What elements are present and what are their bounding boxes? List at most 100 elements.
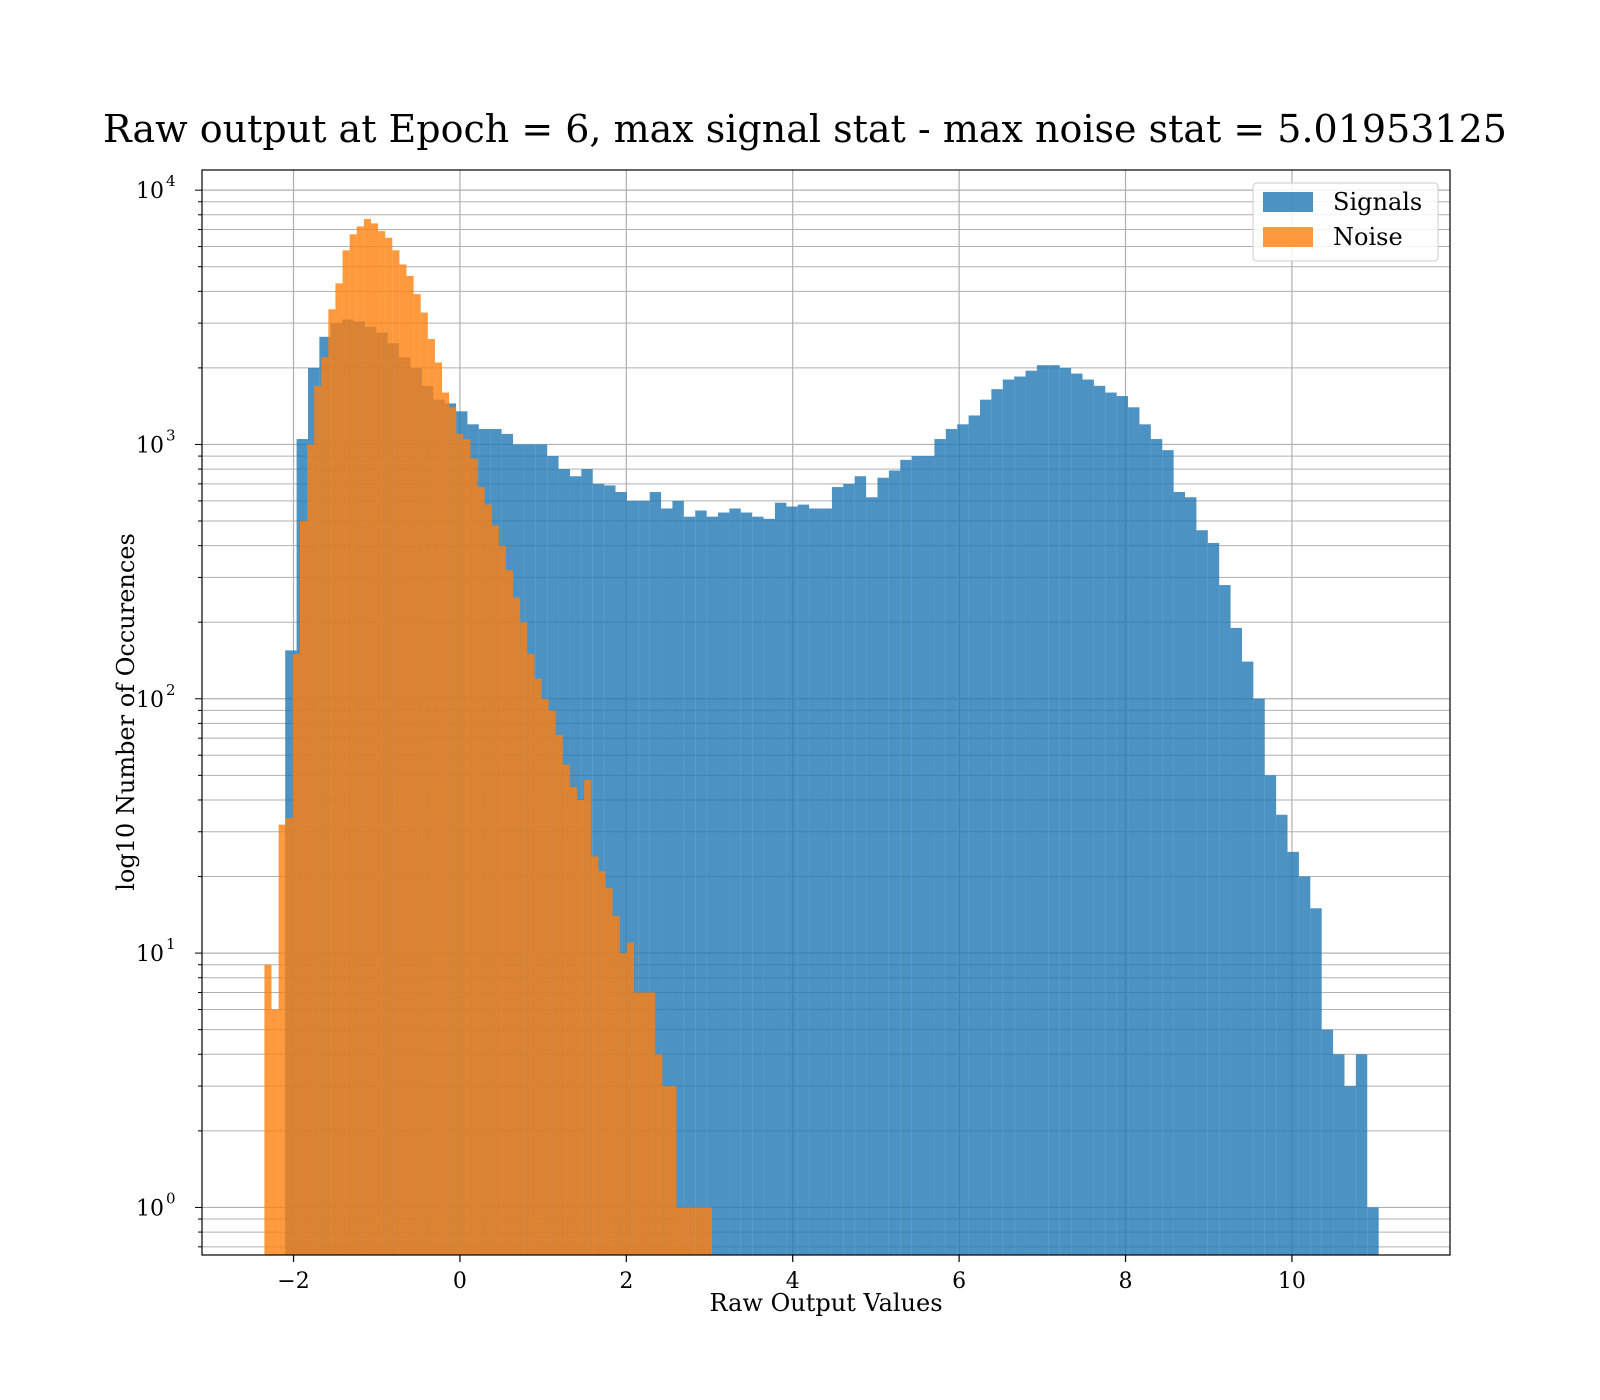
signals-bar bbox=[1071, 373, 1083, 1255]
signals-bar bbox=[1333, 1054, 1345, 1255]
signals-bar bbox=[661, 508, 673, 1256]
signals-bar bbox=[1230, 627, 1242, 1255]
signals-bar bbox=[1355, 1054, 1368, 1255]
signals-bar bbox=[911, 456, 924, 1255]
noise-bar bbox=[655, 1054, 663, 1255]
legend-swatch-signals bbox=[1263, 192, 1313, 212]
signals-bar bbox=[604, 485, 616, 1255]
y-tick-label: 10 bbox=[136, 688, 164, 713]
noise-bars bbox=[264, 219, 713, 1256]
signals-bar bbox=[1219, 585, 1231, 1255]
plot-area bbox=[201, 169, 1451, 1256]
noise-bar bbox=[392, 250, 400, 1256]
signals-bar bbox=[1139, 424, 1151, 1255]
noise-bar bbox=[484, 504, 492, 1255]
signals-bar bbox=[1128, 407, 1140, 1256]
plot-frame bbox=[201, 169, 1451, 1256]
signals-bar bbox=[1036, 365, 1049, 1256]
signals-bar bbox=[809, 508, 821, 1256]
signals-bar bbox=[1105, 392, 1117, 1255]
signals-bar bbox=[1173, 492, 1186, 1255]
signals-bar bbox=[979, 399, 992, 1255]
noise-bar bbox=[285, 817, 293, 1255]
noise-bar bbox=[449, 407, 457, 1256]
noise-bar bbox=[513, 597, 521, 1255]
signals-bar bbox=[854, 476, 867, 1256]
noise-bar bbox=[669, 1086, 677, 1255]
signals-bar bbox=[1082, 379, 1094, 1255]
noise-bar bbox=[527, 653, 535, 1255]
signals-bar bbox=[888, 470, 901, 1255]
noise-bar bbox=[299, 521, 308, 1255]
y-tick-label: 10 bbox=[136, 179, 164, 204]
signals-bar bbox=[706, 516, 719, 1255]
signals-bar bbox=[718, 512, 730, 1255]
signals-bar bbox=[1264, 775, 1277, 1255]
noise-bar bbox=[314, 385, 322, 1255]
noise-bar bbox=[562, 764, 570, 1255]
legend-label-noise: Noise bbox=[1333, 223, 1403, 251]
noise-bar bbox=[697, 1207, 705, 1255]
noise-bar bbox=[704, 1207, 713, 1255]
noise-bar bbox=[548, 710, 556, 1255]
signals-bar bbox=[1344, 1086, 1356, 1255]
signals-bar bbox=[1162, 450, 1174, 1255]
noise-bar bbox=[278, 824, 286, 1255]
x-tick-label: 0 bbox=[453, 1269, 467, 1294]
noise-bar bbox=[442, 392, 450, 1255]
signals-bar bbox=[831, 487, 844, 1255]
legend: Signals Noise bbox=[1252, 182, 1439, 262]
y-tick-label-exponent: 1 bbox=[166, 935, 176, 953]
signals-bar bbox=[786, 506, 798, 1255]
noise-bar bbox=[292, 653, 300, 1255]
signals-bar bbox=[1207, 542, 1220, 1255]
x-tick-label: 6 bbox=[952, 1269, 966, 1294]
noise-bar bbox=[406, 275, 414, 1256]
signals-bar bbox=[945, 429, 958, 1255]
noise-bar bbox=[591, 856, 599, 1255]
noise-bar bbox=[434, 362, 443, 1255]
noise-bar bbox=[399, 264, 407, 1255]
noise-bar bbox=[683, 1207, 691, 1255]
noise-bar bbox=[321, 357, 329, 1255]
x-tick-label: 8 bbox=[1119, 1269, 1133, 1294]
signals-bar bbox=[991, 389, 1003, 1255]
signals-bar bbox=[740, 512, 753, 1255]
signals-bar bbox=[1321, 1029, 1334, 1255]
noise-bar bbox=[356, 226, 364, 1256]
noise-bar bbox=[541, 698, 549, 1255]
noise-bar bbox=[420, 312, 428, 1256]
signals-bar bbox=[763, 518, 775, 1255]
noise-bar bbox=[328, 309, 336, 1256]
noise-bar bbox=[307, 444, 315, 1255]
noise-bar bbox=[385, 237, 393, 1256]
y-tick-label-exponent: 2 bbox=[166, 681, 176, 699]
noise-bar bbox=[605, 888, 613, 1255]
signals-bar bbox=[843, 483, 855, 1255]
y-tick-label: 10 bbox=[136, 1196, 164, 1221]
signals-bar bbox=[1059, 367, 1072, 1256]
noise-bar bbox=[427, 338, 435, 1256]
signals-bar bbox=[820, 508, 832, 1256]
x-tick-label: 10 bbox=[1278, 1269, 1306, 1294]
y-axis-label: log10 Number of Occurences bbox=[112, 533, 140, 891]
signals-bar bbox=[1298, 876, 1311, 1255]
noise-bar bbox=[584, 779, 592, 1255]
x-tick-label: −2 bbox=[277, 1269, 309, 1294]
y-tick-label-exponent: 4 bbox=[166, 172, 176, 190]
noise-bar bbox=[598, 871, 606, 1255]
y-tick-label: 10 bbox=[136, 942, 164, 967]
noise-bar bbox=[498, 545, 506, 1255]
noise-bar bbox=[271, 1009, 279, 1255]
y-tick-label: 10 bbox=[136, 433, 164, 458]
signals-bar bbox=[900, 459, 912, 1255]
noise-bar bbox=[477, 487, 485, 1255]
noise-bar bbox=[264, 964, 272, 1255]
legend-swatch-noise bbox=[1263, 227, 1313, 247]
x-axis-label: Raw Output Values bbox=[709, 1289, 942, 1317]
signals-bar bbox=[638, 500, 650, 1255]
signals-bar bbox=[683, 516, 696, 1255]
legend-label-signals: Signals bbox=[1333, 188, 1422, 216]
signals-bar bbox=[1025, 370, 1037, 1255]
signals-bar bbox=[752, 516, 764, 1255]
